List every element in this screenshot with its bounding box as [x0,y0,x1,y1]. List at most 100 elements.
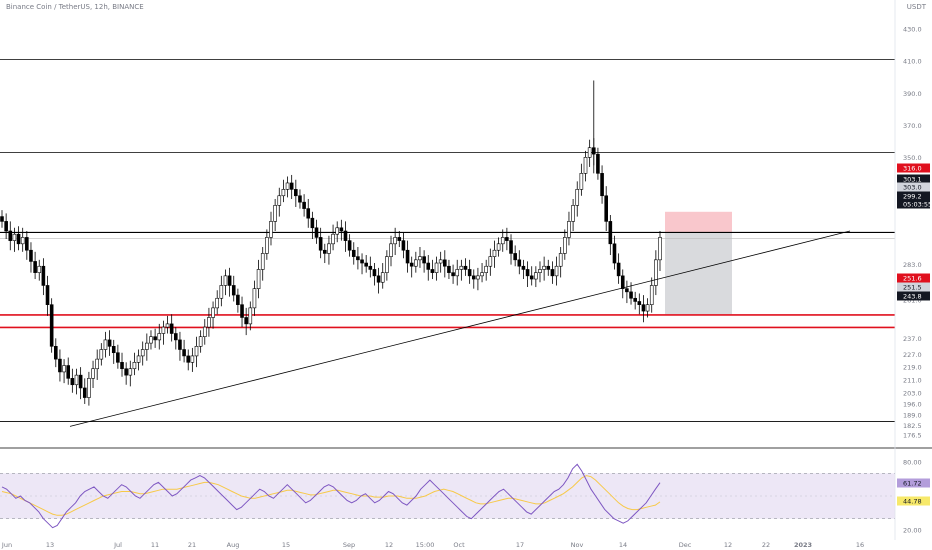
candle-body [608,221,613,245]
candle-body [397,237,402,241]
candle-body [389,243,393,257]
candle-body [529,275,534,280]
candle-body [298,195,302,203]
y-tick-label: 176.5 [903,432,922,440]
candle-body [33,261,37,273]
price-tag-label: 05:03:55 [903,201,932,209]
candle-body [87,378,91,398]
candle-body [335,227,340,235]
candle-body [219,285,224,299]
candle-body [658,237,662,261]
candle-body [153,336,157,341]
candle-body [380,272,385,283]
rsi-value-tag [897,496,930,506]
price-tag-label: 316.0 [903,165,922,173]
y-tick-label: 283.0 [903,261,922,269]
candle-body [645,304,650,312]
candle-body [82,387,87,398]
candle-body [372,269,377,277]
candle-body [314,227,319,238]
candle-body [116,352,120,363]
candle-body [58,358,62,373]
candle-body [107,339,112,347]
candle-body [318,237,323,251]
candle-body [509,240,513,254]
y-tick-label: 410.0 [903,58,922,66]
candle-body [368,265,373,270]
candle-body [8,230,13,241]
candle-body [256,269,261,289]
candle-body [260,253,265,270]
candle-body [414,259,418,267]
trendline[interactable] [69,230,851,427]
candle-body [525,269,530,277]
x-tick-label: 11 [151,541,159,549]
candle-body [393,237,397,245]
price-tag-label: 251.6 [903,275,922,283]
candle-body [538,269,542,273]
x-tick-label: 14 [619,541,627,549]
candle-body [459,265,464,270]
candle-body [385,256,389,273]
candle-body [616,262,621,277]
price-tag-label: 243.8 [903,293,922,301]
x-tick-label: 22 [762,541,770,549]
candle-body [227,275,232,286]
candle-body [273,205,277,222]
candle-body [103,339,108,350]
x-tick-label: 2023 [794,541,812,549]
candle-body [306,208,311,219]
candle-body [430,269,435,273]
candle-body [99,349,104,360]
candle-body [641,304,646,312]
y-tick-label: 189.0 [903,412,922,420]
candle-body [360,259,364,264]
price-tag-label: 251.5 [903,284,922,292]
candle-body [215,297,219,309]
candle-body [248,307,253,325]
candle-body [567,221,571,238]
candle-body [467,269,472,277]
candle-body [231,285,236,296]
candle-body [563,237,567,254]
rsi-value-tag [897,478,930,488]
candle-body [550,269,555,277]
candle-body [596,153,600,174]
candle-body [542,265,546,270]
candle-body [649,285,654,305]
candle-body [302,201,306,209]
candle-body [376,275,381,283]
y-tick-label: 370.0 [903,122,922,130]
candle-body [136,355,141,363]
stop-loss-zone[interactable] [665,211,732,233]
candle-body [310,217,315,229]
take-profit-zone[interactable] [665,232,732,315]
candle-body [471,275,476,280]
candle-body [41,265,46,286]
candle-body [554,265,559,277]
price-tag [897,282,930,292]
candle-body [62,365,66,373]
price-tag-label: 303.0 [903,184,922,192]
candle-body [53,346,58,360]
candle-body [405,249,410,264]
y-tick-label: 182.5 [903,422,922,430]
candle-body [70,378,75,386]
candle-body [347,240,352,251]
candle-body [517,259,522,267]
rsi-y-tick-label: 20.00 [903,527,922,535]
candle-body [4,221,8,232]
candle-body [426,262,431,270]
y-tick-label: 219.0 [903,364,922,372]
candle-body [165,323,170,328]
y-tick-label: 227.0 [903,351,922,359]
y-tick-label: 390.0 [903,90,922,98]
candle-body [91,368,95,379]
candle-body [500,237,505,245]
candle-body [128,368,133,376]
candle-body [66,365,71,379]
candle-body [202,326,207,338]
candle-body [78,374,83,389]
x-tick-label: 16 [856,541,864,549]
